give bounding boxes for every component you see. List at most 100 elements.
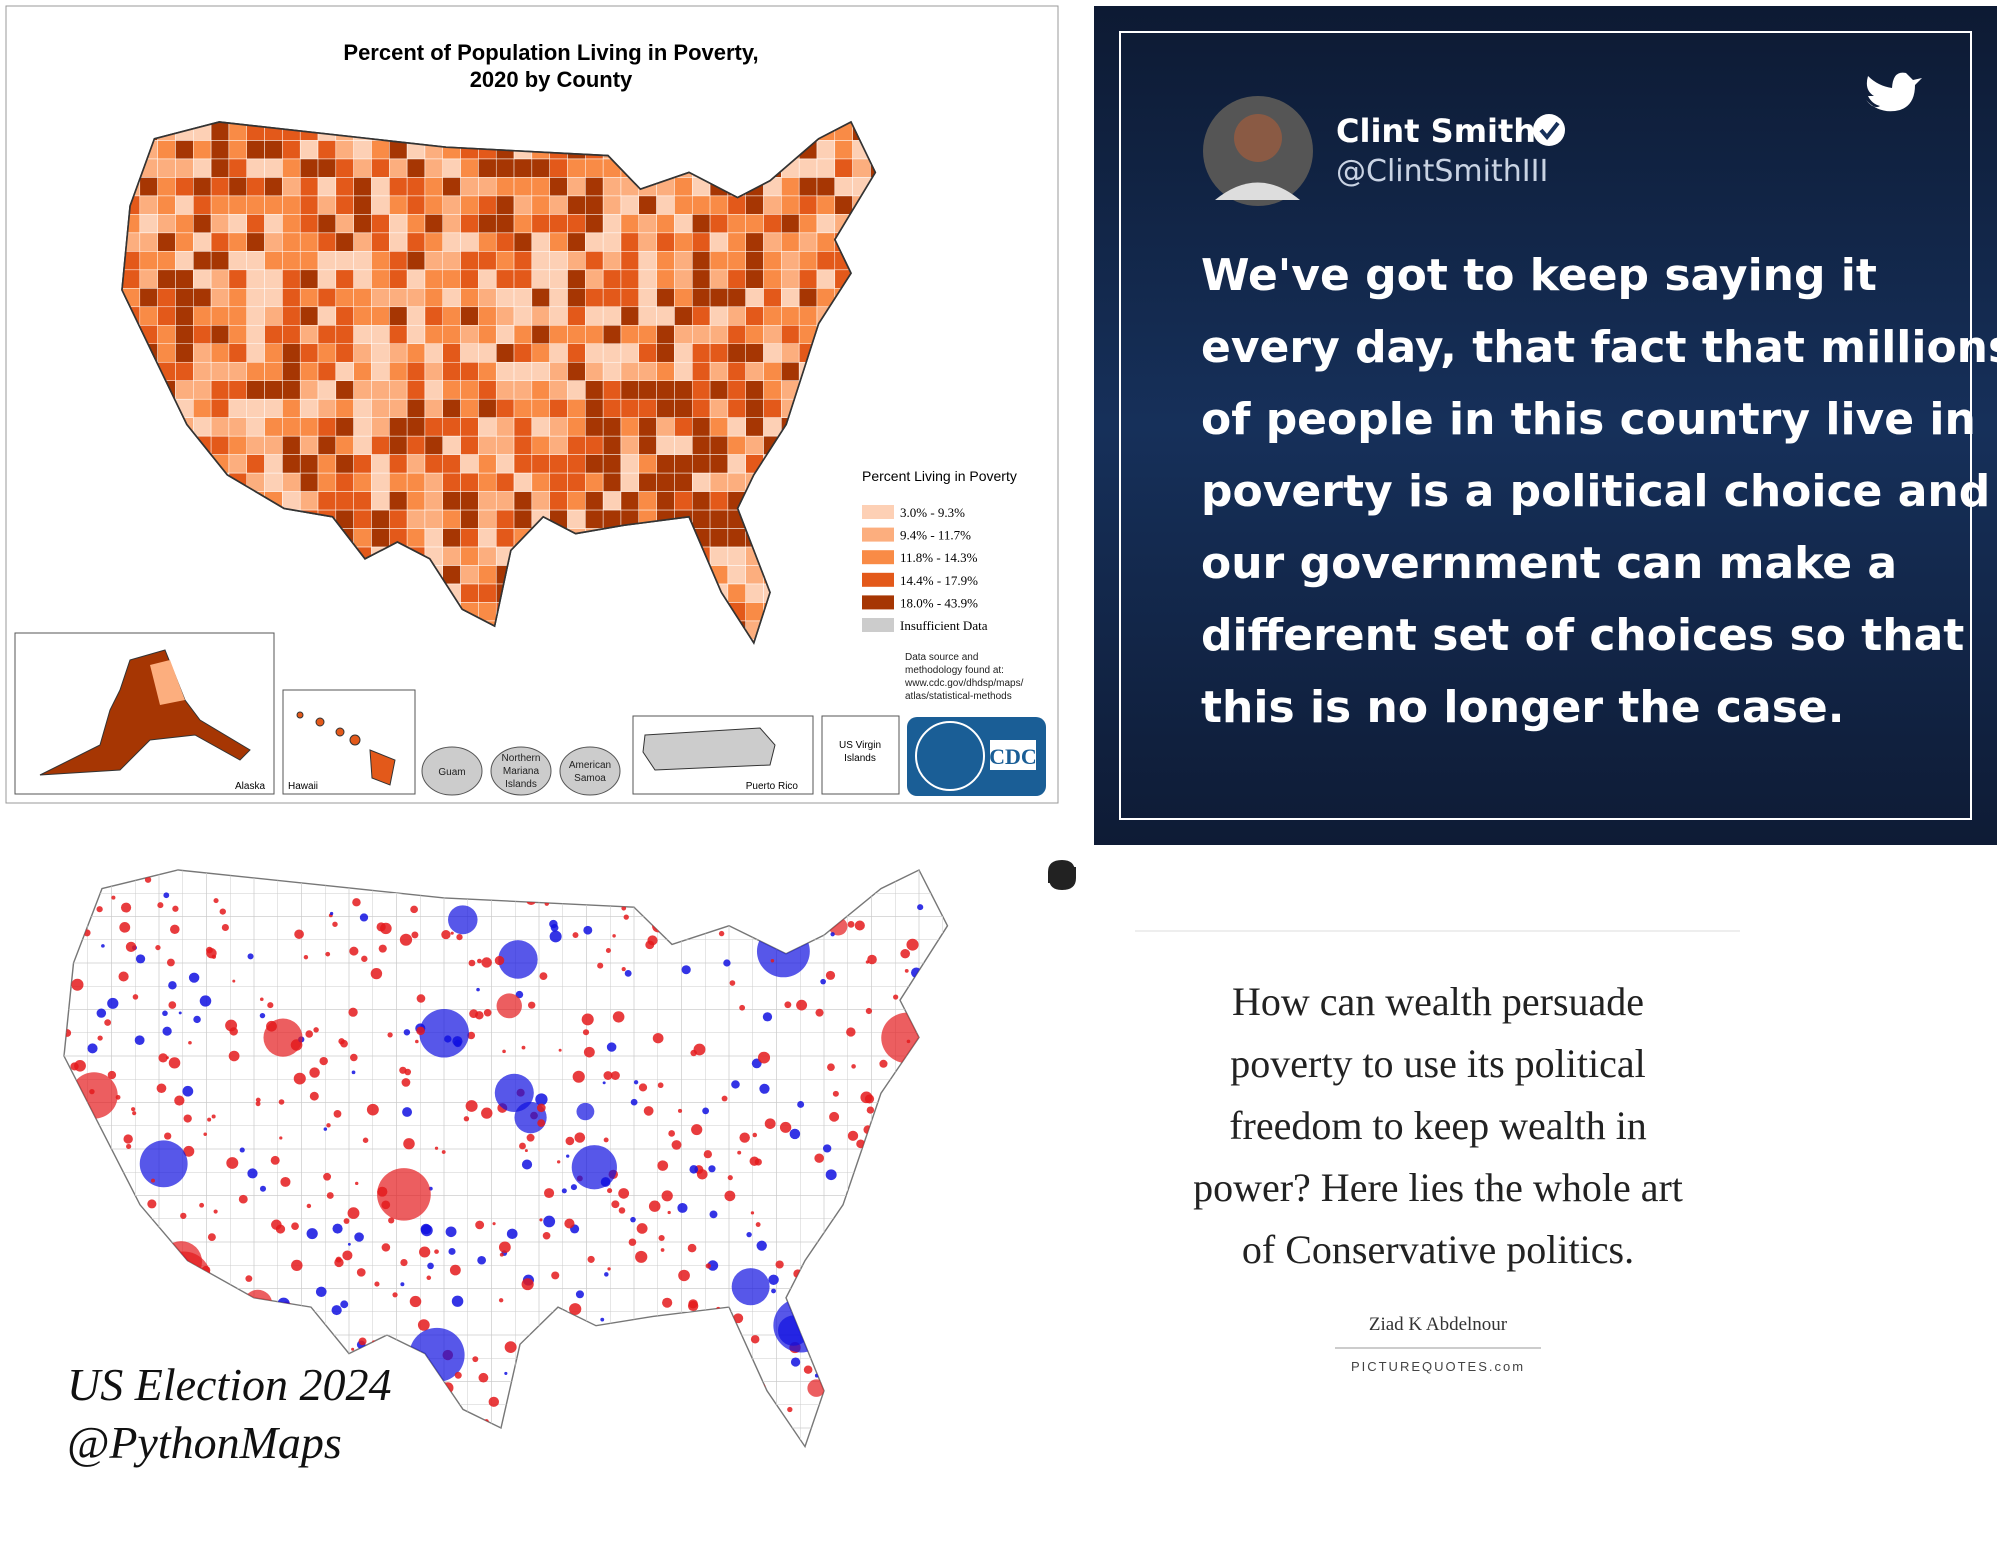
county-outline (967, 1172, 991, 1195)
inset-label: Islands (844, 753, 876, 764)
county-bubble (948, 1034, 960, 1046)
county (246, 214, 265, 234)
county-bubble (879, 1204, 885, 1210)
county-outline (942, 986, 948, 1010)
county-bubble (237, 1336, 242, 1342)
county (495, 195, 515, 215)
county (193, 251, 212, 271)
county (406, 195, 426, 215)
county (513, 232, 533, 252)
county-outline (64, 1102, 88, 1126)
county-outline (942, 1125, 948, 1150)
alaska-shape (39, 649, 251, 776)
county (389, 509, 408, 529)
county (371, 435, 390, 455)
county-bubble (494, 955, 505, 966)
county-outline (990, 1382, 1014, 1405)
county-outline (586, 1381, 611, 1405)
county-bubble (840, 1213, 849, 1222)
county-bubble (867, 954, 877, 965)
county (264, 214, 283, 234)
county-bubble (905, 1315, 914, 1324)
county-bubble (342, 1250, 353, 1261)
county-outline (847, 1288, 872, 1312)
county (317, 195, 337, 215)
county-bubble (979, 1317, 996, 1333)
county (691, 417, 711, 437)
county-outline (158, 1288, 183, 1312)
quote-line: freedom to keep wealth in (1229, 1103, 1647, 1148)
county (656, 472, 675, 492)
county-bubble (500, 874, 504, 878)
county-bubble (449, 1264, 461, 1276)
county (353, 288, 372, 308)
county (406, 306, 426, 326)
county-bubble (474, 1011, 484, 1020)
county (246, 232, 265, 252)
county-outline (87, 1172, 112, 1196)
county-bubble (80, 1340, 84, 1344)
county (264, 158, 283, 178)
county (495, 232, 515, 252)
county (424, 325, 444, 345)
county-outline (657, 1404, 682, 1429)
county (495, 417, 515, 437)
county (442, 398, 461, 418)
county-bubble (119, 1177, 124, 1182)
county-outline (681, 870, 706, 894)
county-bubble (952, 1057, 960, 1065)
county (709, 398, 729, 418)
county (210, 140, 230, 160)
county (353, 325, 372, 345)
county-bubble (118, 971, 129, 982)
county (282, 380, 301, 400)
county-outline (610, 1334, 635, 1359)
county (495, 361, 515, 381)
county-bubble (633, 1080, 639, 1085)
county (567, 288, 586, 308)
county-bubble (583, 1046, 595, 1058)
county-outline (990, 1428, 1014, 1451)
cdc-logo (907, 717, 1046, 796)
county-bubble (978, 1263, 990, 1275)
county-bubble (289, 1307, 300, 1318)
county (620, 232, 640, 252)
county-bubble (439, 1429, 445, 1435)
county (299, 380, 319, 400)
county (210, 158, 230, 178)
county (175, 361, 194, 381)
county (139, 288, 158, 308)
county-bubble (865, 1436, 869, 1440)
county (531, 195, 550, 215)
county (674, 435, 693, 455)
county-outline (491, 1427, 516, 1447)
county-bubble (537, 1119, 546, 1127)
county (353, 509, 372, 529)
county-bubble (91, 1222, 99, 1230)
county-bubble (540, 870, 550, 876)
county-bubble (602, 1081, 606, 1085)
county (353, 417, 372, 437)
county-outline (918, 1009, 943, 1033)
county-bubble (537, 876, 548, 886)
county-bubble (401, 1420, 408, 1428)
county-bubble (163, 892, 170, 899)
county-bubble (621, 967, 626, 972)
county (282, 195, 301, 215)
county (460, 472, 479, 492)
county-bubble (472, 1356, 479, 1363)
county-bubble (890, 1261, 901, 1272)
county-bubble (756, 1393, 764, 1401)
county-bubble (667, 1210, 671, 1215)
county-bubble (348, 1007, 358, 1017)
county (406, 454, 426, 474)
county (495, 158, 515, 178)
county (727, 306, 746, 326)
county (727, 343, 746, 363)
county-bubble (419, 1008, 469, 1058)
county-outline (990, 1312, 1014, 1335)
county (763, 214, 782, 234)
county (442, 491, 461, 511)
county-bubble (351, 1070, 356, 1075)
county-bubble (847, 920, 855, 928)
